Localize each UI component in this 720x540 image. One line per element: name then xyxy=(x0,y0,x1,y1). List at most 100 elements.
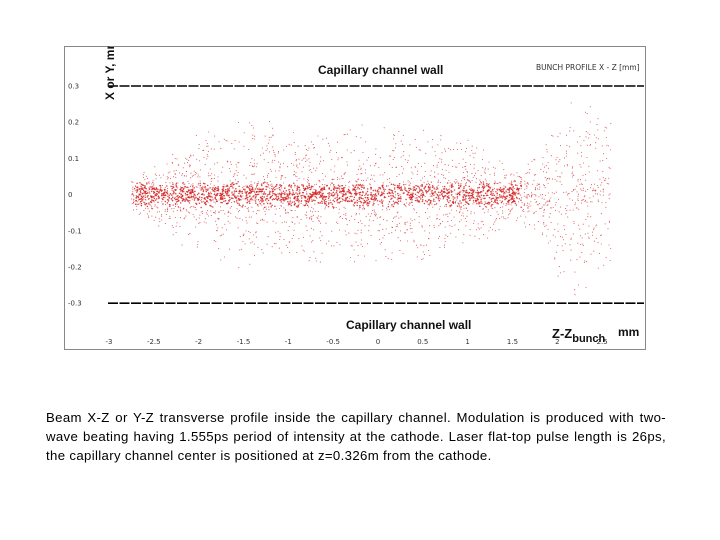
scatter-point xyxy=(381,194,383,196)
scatter-point xyxy=(403,192,405,194)
scatter-point xyxy=(193,206,195,208)
scatter-point xyxy=(360,168,362,170)
scatter-point xyxy=(206,213,208,215)
scatter-point xyxy=(425,192,428,194)
scatter-point xyxy=(280,201,282,203)
scatter-point xyxy=(265,206,267,208)
scatter-point xyxy=(435,196,437,199)
scatter-point xyxy=(198,144,200,146)
scatter-point xyxy=(405,198,407,201)
scatter-point xyxy=(506,195,509,197)
scatter-point xyxy=(456,199,458,201)
scatter-point xyxy=(311,211,314,213)
scatter-point xyxy=(362,151,364,153)
scatter-point xyxy=(520,199,522,202)
scatter-point xyxy=(410,192,412,194)
scatter-point xyxy=(563,191,565,193)
scatter-point xyxy=(257,191,259,193)
scatter-point xyxy=(306,193,308,195)
scatter-point xyxy=(379,243,381,245)
inset-label: BUNCH PROFILE X - Z [mm] xyxy=(536,63,640,72)
scatter-point xyxy=(408,189,411,192)
scatter-point xyxy=(373,202,375,205)
scatter-point xyxy=(260,190,263,192)
scatter-point xyxy=(465,168,467,170)
scatter-point xyxy=(480,198,482,201)
scatter-point xyxy=(414,166,417,168)
scatter-point xyxy=(494,207,496,209)
scatter-point xyxy=(398,183,401,185)
scatter-point xyxy=(502,210,504,212)
scatter-point xyxy=(142,184,144,186)
scatter-point xyxy=(565,233,567,236)
scatter-point xyxy=(341,197,343,199)
scatter-point xyxy=(274,155,276,157)
scatter-point xyxy=(535,210,537,212)
scatter-point xyxy=(373,209,375,211)
scatter-point xyxy=(460,184,462,187)
scatter-point xyxy=(296,164,298,166)
scatter-point xyxy=(361,173,363,175)
scatter-point xyxy=(314,199,316,202)
scatter-point xyxy=(215,220,217,222)
scatter-point xyxy=(208,195,210,198)
scatter-point xyxy=(252,173,254,175)
scatter-point xyxy=(263,219,265,221)
scatter-point xyxy=(161,193,163,195)
scatter-point xyxy=(236,200,238,202)
scatter-point xyxy=(196,197,199,200)
scatter-point xyxy=(402,134,404,137)
scatter-point xyxy=(520,180,522,183)
scatter-point xyxy=(304,204,307,206)
scatter-point xyxy=(350,152,352,154)
scatter-point xyxy=(460,209,462,211)
scatter-point xyxy=(269,191,271,194)
scatter-point xyxy=(431,195,433,197)
scatter-point xyxy=(222,188,224,190)
scatter-point xyxy=(394,190,396,193)
scatter-point xyxy=(267,193,269,196)
scatter-point xyxy=(177,206,180,208)
scatter-point xyxy=(330,194,333,196)
scatter-point xyxy=(438,225,440,227)
scatter-point xyxy=(296,193,299,195)
scatter-point xyxy=(275,195,278,198)
scatter-point xyxy=(598,252,601,254)
scatter-point xyxy=(507,217,509,219)
scatter-point xyxy=(404,222,406,224)
scatter-point xyxy=(315,257,317,259)
scatter-point xyxy=(280,177,282,179)
scatter-point xyxy=(589,106,591,108)
scatter-point xyxy=(376,199,379,202)
scatter-point xyxy=(556,163,558,165)
scatter-point xyxy=(142,176,145,178)
scatter-point xyxy=(604,126,606,128)
scatter-point xyxy=(562,250,564,252)
scatter-point xyxy=(379,174,381,176)
scatter-point xyxy=(266,221,268,223)
scatter-point xyxy=(382,186,384,189)
scatter-point xyxy=(354,232,356,234)
scatter-point xyxy=(519,182,521,184)
scatter-point xyxy=(154,204,156,206)
scatter-point xyxy=(577,200,579,202)
scatter-point xyxy=(308,184,310,187)
scatter-point xyxy=(189,212,191,214)
scatter-point xyxy=(602,191,604,193)
scatter-point xyxy=(437,179,439,181)
scatter-point xyxy=(160,186,162,188)
scatter-point xyxy=(327,192,329,195)
scatter-point xyxy=(349,191,352,194)
scatter-point xyxy=(186,194,189,196)
scatter-point xyxy=(223,138,225,140)
scatter-point xyxy=(279,193,281,196)
scatter-point xyxy=(441,168,443,170)
scatter-point xyxy=(270,170,272,172)
scatter-point xyxy=(514,179,516,181)
scatter-point xyxy=(463,177,465,179)
scatter-point xyxy=(588,137,590,139)
scatter-point xyxy=(259,202,261,205)
scatter-point xyxy=(277,152,280,154)
scatter-point xyxy=(465,182,467,184)
scatter-point xyxy=(468,197,471,199)
